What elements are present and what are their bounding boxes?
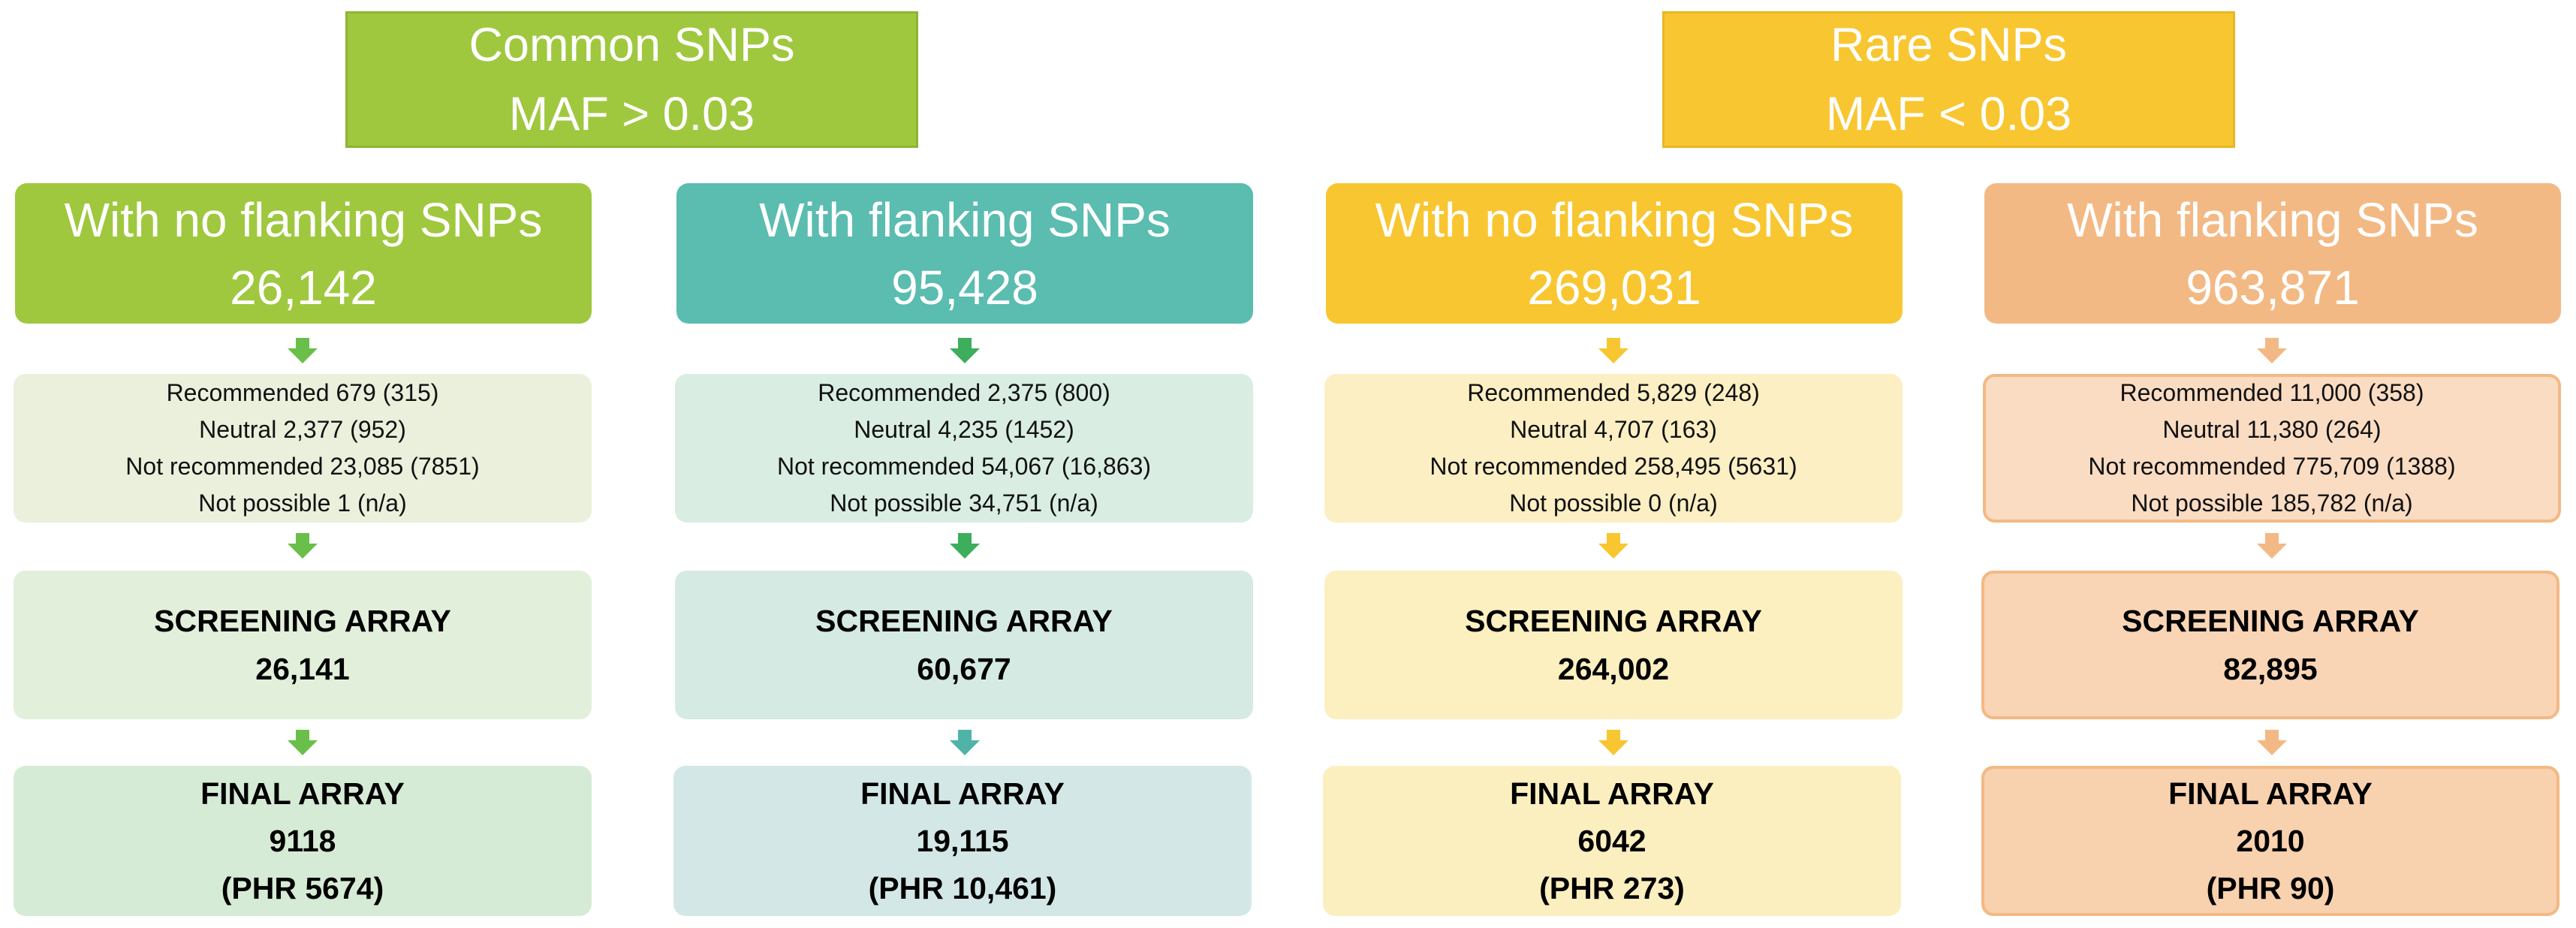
final-phr: (PHR 10,461): [868, 870, 1057, 905]
final-label: FINAL ARRAY: [2168, 776, 2373, 811]
category-count: 95,428: [891, 260, 1038, 315]
stat-not-recommended: Not recommended 258,495 (5631): [1430, 453, 1797, 480]
down-arrow-icon: [2257, 338, 2287, 363]
down-arrow-icon: [950, 730, 980, 755]
final-value: 2010: [2236, 823, 2305, 858]
stat-not-possible: Not possible 1 (n/a): [198, 490, 407, 517]
rare-snps-title: Rare SNPs: [1830, 19, 2068, 71]
stat-recommended: Recommended 11,000 (358): [2120, 379, 2424, 406]
down-arrow-icon: [2257, 730, 2287, 755]
screening-label: SCREENING ARRAY: [1465, 604, 1762, 638]
rare-flanking-final: FINAL ARRAY 2010 (PHR 90): [1981, 766, 2559, 916]
stat-neutral: Neutral 4,707 (163): [1510, 416, 1717, 443]
common-no-flanking-box: With no flanking SNPs 26,142: [15, 183, 592, 324]
rare-no-flanking-box: With no flanking SNPs 269,031: [1326, 183, 1903, 324]
stat-not-possible: Not possible 34,751 (n/a): [830, 490, 1098, 517]
common-snps-title: Common SNPs: [469, 19, 795, 71]
down-arrow-icon: [288, 730, 318, 755]
screening-label: SCREENING ARRAY: [154, 604, 451, 638]
rare-snps-maf: MAF < 0.03: [1825, 88, 2072, 140]
common-no-flanking-final: FINAL ARRAY 9118 (PHR 5674): [14, 766, 592, 916]
category-label: With flanking SNPs: [2067, 192, 2478, 247]
final-label: FINAL ARRAY: [1510, 776, 1714, 811]
final-label: FINAL ARRAY: [860, 776, 1065, 811]
down-arrow-icon: [288, 533, 318, 559]
screening-value: 264,002: [1557, 652, 1670, 686]
common-no-flanking-stats: Recommended 679 (315) Neutral 2,377 (952…: [14, 374, 592, 523]
stat-not-possible: Not possible 185,782 (n/a): [2131, 490, 2413, 517]
final-phr: (PHR 90): [2206, 870, 2335, 905]
category-label: With no flanking SNPs: [64, 192, 543, 247]
common-no-flanking-screening: SCREENING ARRAY 26,141: [14, 571, 592, 719]
down-arrow-icon: [950, 533, 980, 559]
rare-flanking-stats: Recommended 11,000 (358) Neutral 11,380 …: [1983, 374, 2561, 523]
stat-recommended: Recommended 5,829 (248): [1467, 379, 1760, 406]
stat-neutral: Neutral 11,380 (264): [2162, 416, 2382, 443]
final-phr: (PHR 273): [1539, 870, 1685, 905]
down-arrow-icon: [1598, 533, 1628, 559]
down-arrow-icon: [1598, 338, 1628, 363]
down-arrow-icon: [2257, 533, 2287, 559]
category-count: 269,031: [1527, 260, 1701, 315]
category-label: With flanking SNPs: [759, 192, 1170, 247]
category-count: 26,142: [230, 260, 377, 315]
stat-not-recommended: Not recommended 54,067 (16,863): [776, 453, 1152, 480]
common-snps-maf: MAF > 0.03: [508, 88, 755, 140]
final-value: 19,115: [916, 823, 1009, 858]
rare-no-flanking-screening: SCREENING ARRAY 264,002: [1324, 571, 1903, 719]
common-flanking-stats: Recommended 2,375 (800) Neutral 4,235 (1…: [675, 374, 1253, 523]
stat-recommended: Recommended 2,375 (800): [818, 379, 1110, 406]
stat-not-possible: Not possible 0 (n/a): [1509, 490, 1718, 517]
down-arrow-icon: [950, 338, 980, 363]
common-snps-header: Common SNPs MAF > 0.03: [345, 11, 918, 148]
down-arrow-icon: [1598, 730, 1628, 755]
screening-value: 82,895: [2223, 652, 2318, 686]
stat-not-recommended: Not recommended 775,709 (1388): [2088, 453, 2456, 480]
screening-value: 60,677: [917, 652, 1011, 686]
final-value: 9118: [269, 823, 336, 858]
stat-neutral: Neutral 4,235 (1452): [854, 416, 1074, 443]
rare-no-flanking-stats: Recommended 5,829 (248) Neutral 4,707 (1…: [1324, 374, 1903, 523]
screening-value: 26,141: [255, 652, 350, 686]
common-flanking-screening: SCREENING ARRAY 60,677: [675, 571, 1253, 719]
common-flanking-box: With flanking SNPs 95,428: [676, 183, 1253, 324]
stat-not-recommended: Not recommended 23,085 (7851): [125, 453, 480, 480]
rare-snps-header: Rare SNPs MAF < 0.03: [1662, 11, 2235, 148]
category-count: 963,871: [2186, 260, 2360, 315]
screening-label: SCREENING ARRAY: [2122, 604, 2419, 638]
category-label: With no flanking SNPs: [1375, 192, 1854, 247]
common-flanking-final: FINAL ARRAY 19,115 (PHR 10,461): [673, 766, 1252, 916]
stat-neutral: Neutral 2,377 (952): [199, 416, 406, 443]
down-arrow-icon: [288, 338, 318, 363]
final-phr: (PHR 5674): [221, 870, 384, 905]
final-label: FINAL ARRAY: [200, 776, 405, 811]
screening-label: SCREENING ARRAY: [815, 604, 1113, 638]
rare-flanking-box: With flanking SNPs 963,871: [1984, 183, 2561, 324]
stat-recommended: Recommended 679 (315): [166, 379, 439, 406]
rare-no-flanking-final: FINAL ARRAY 6042 (PHR 273): [1323, 766, 1901, 916]
final-value: 6042: [1577, 823, 1647, 858]
rare-flanking-screening: SCREENING ARRAY 82,895: [1981, 571, 2559, 719]
